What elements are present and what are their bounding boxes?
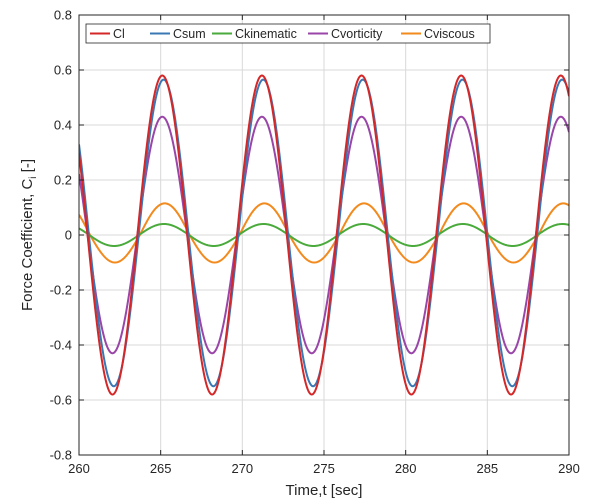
- y-tick-label: -0.8: [50, 448, 72, 463]
- x-tick-label: 270: [231, 461, 253, 476]
- legend-entry-label: Cviscous: [424, 27, 475, 41]
- x-axis-title: Time,t [sec]: [286, 482, 363, 499]
- tick-labels: 260 265 270 275 280 285 290 -0.8 -0.6 -0.4 -0.2 0 0.…: [50, 8, 580, 477]
- y-tick-label: 0.8: [54, 8, 72, 23]
- y-tick-label: 0: [65, 228, 72, 243]
- legend: Cl Csum Ckinematic Cvorticity Cviscous: [85, 23, 491, 44]
- x-tick-label: 280: [395, 461, 417, 476]
- legend-box: [85, 23, 491, 44]
- series-lines: [79, 74, 569, 396]
- y-axis-title-tail: [-]: [19, 159, 36, 177]
- y-axis-title: Force Coefficient, Ci [-]: [19, 159, 39, 311]
- x-tick-label: 285: [476, 461, 498, 476]
- y-tick-label: -0.6: [50, 393, 72, 408]
- y-axis-title-main: Force Coefficient, C: [19, 179, 36, 311]
- y-tick-label: 0.4: [54, 118, 72, 133]
- x-tick-label: 260: [68, 461, 90, 476]
- series-line-cl: [79, 74, 569, 396]
- legend-entry-label: Cl: [113, 27, 125, 41]
- legend-entry-label: Ckinematic: [235, 27, 297, 41]
- legend-entry-label: Cvorticity: [331, 27, 383, 41]
- y-tick-label: 0.2: [54, 173, 72, 188]
- x-tick-label: 265: [150, 461, 172, 476]
- y-axis-title-subscript: i: [28, 176, 39, 178]
- x-tick-label: 275: [313, 461, 335, 476]
- legend-entry-label: Csum: [173, 27, 206, 41]
- y-tick-label: -0.4: [50, 338, 72, 353]
- x-tick-label: 290: [558, 461, 580, 476]
- y-tick-label: 0.6: [54, 63, 72, 78]
- y-tick-label: -0.2: [50, 283, 72, 298]
